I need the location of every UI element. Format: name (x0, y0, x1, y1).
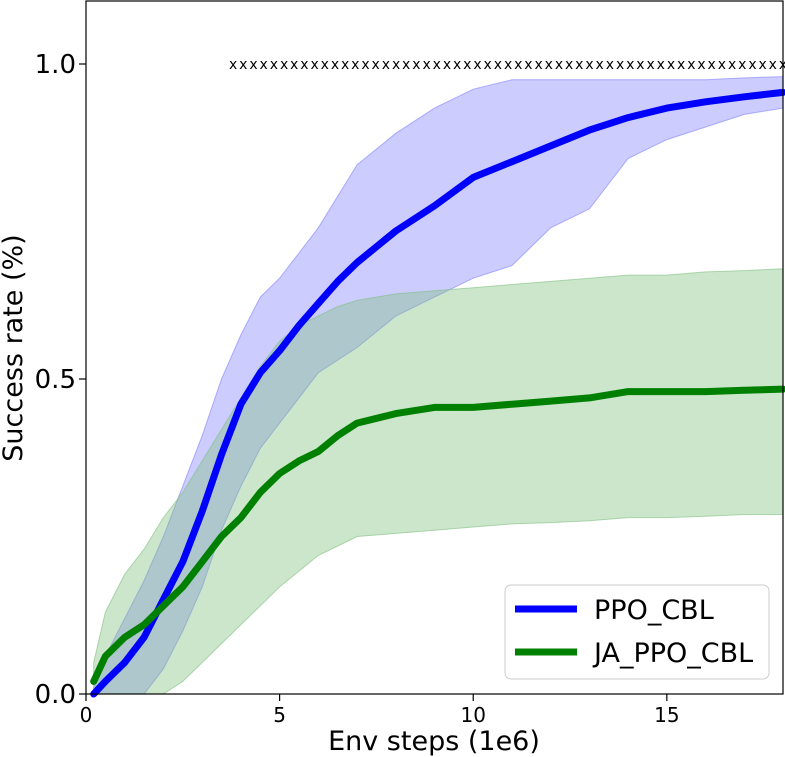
significance-mark: x (626, 57, 634, 73)
y-axis-title: Success rate (%) (0, 234, 29, 461)
y-axis: 0.0 0.5 1.0 (35, 50, 86, 710)
significance-mark: x (382, 57, 390, 73)
significance-mark: x (361, 57, 369, 73)
x-tick-label: 0 (80, 703, 93, 727)
significance-mark: x (260, 57, 268, 73)
y-tick-label: 1.0 (35, 50, 76, 80)
significance-mark: x (341, 57, 349, 73)
significance-mark: x (290, 57, 298, 73)
significance-mark: x (484, 57, 492, 73)
significance-mark: x (575, 57, 583, 73)
significance-mark: x (769, 57, 777, 73)
significance-mark: x (402, 57, 410, 73)
significance-mark: x (463, 57, 471, 73)
x-tick-label: 15 (654, 703, 679, 727)
significance-mark: x (239, 57, 247, 73)
significance-mark: x (718, 57, 726, 73)
x-tick-label: 10 (460, 703, 485, 727)
significance-mark: x (677, 57, 685, 73)
significance-mark: x (524, 57, 532, 73)
significance-mark: x (372, 57, 380, 73)
significance-mark: x (657, 57, 665, 73)
significance-mark: x (310, 57, 318, 73)
significance-mark: x (667, 57, 675, 73)
significance-mark: x (697, 57, 705, 73)
significance-mark: x (779, 57, 785, 73)
significance-mark: x (616, 57, 624, 73)
x-axis: 0 5 10 15 (80, 694, 680, 727)
significance-mark: x (636, 57, 644, 73)
y-tick-label: 0.0 (35, 680, 76, 710)
x-axis-title: Env steps (1e6) (328, 726, 540, 757)
significance-mark: x (300, 57, 308, 73)
significance-mark: x (494, 57, 502, 73)
significance-mark: x (728, 57, 736, 73)
chart: xxxxxxxxxxxxxxxxxxxxxxxxxxxxxxxxxxxxxxxx… (0, 0, 785, 757)
significance-mark: x (473, 57, 481, 73)
significance-mark: x (585, 57, 593, 73)
significance-mark: x (514, 57, 522, 73)
significance-mark: x (412, 57, 420, 73)
significance-mark: x (331, 57, 339, 73)
y-tick-label: 0.5 (35, 365, 76, 395)
significance-mark: x (229, 57, 237, 73)
significance-mark: x (534, 57, 542, 73)
significance-mark: x (433, 57, 441, 73)
significance-mark: x (708, 57, 716, 73)
significance-mark: x (280, 57, 288, 73)
x-tick-label: 5 (273, 703, 286, 727)
significance-mark: x (504, 57, 512, 73)
significance-mark: x (748, 57, 756, 73)
significance-mark: x (351, 57, 359, 73)
significance-mark: x (565, 57, 573, 73)
significance-mark: x (392, 57, 400, 73)
legend: PPO_CBL JA_PPO_CBL (505, 585, 769, 679)
significance-mark: x (596, 57, 604, 73)
significance-mark: x (687, 57, 695, 73)
significance-mark: x (606, 57, 614, 73)
significance-mark: x (443, 57, 451, 73)
significance-mark: x (758, 57, 766, 73)
significance-mark: x (270, 57, 278, 73)
significance-mark: x (555, 57, 563, 73)
significance-mark: x (453, 57, 461, 73)
legend-label-ja-ppo-cbl: JA_PPO_CBL (592, 638, 753, 669)
significance-mark: x (321, 57, 329, 73)
significance-mark: x (249, 57, 257, 73)
legend-label-ppo-cbl: PPO_CBL (594, 595, 714, 626)
significance-mark: x (545, 57, 553, 73)
significance-mark: x (422, 57, 430, 73)
significance-mark: x (738, 57, 746, 73)
significance-mark: x (646, 57, 654, 73)
